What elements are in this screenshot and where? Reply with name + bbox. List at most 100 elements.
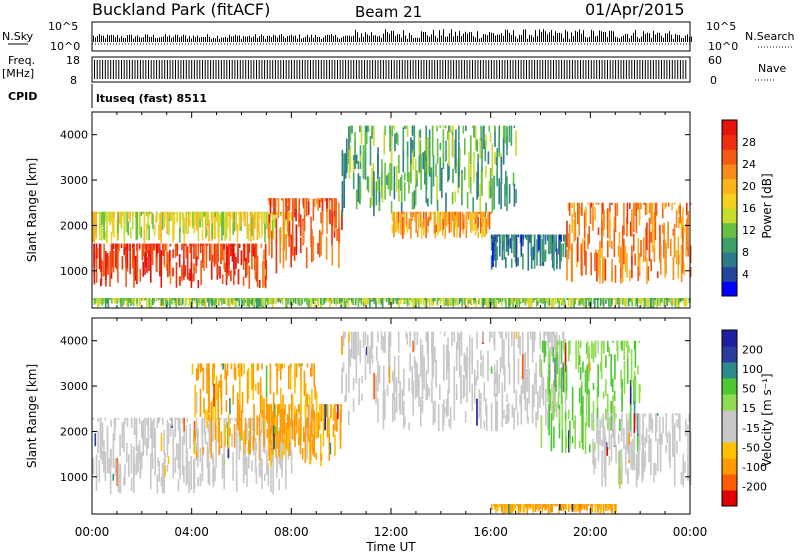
velocity-mark [246, 370, 249, 404]
velocity-mark [164, 453, 166, 463]
nsky-bar [485, 34, 486, 42]
power-mark [577, 298, 580, 306]
velocity-mark [206, 367, 208, 394]
power-mark [664, 239, 666, 266]
velocity-mark [560, 340, 563, 364]
freq-bar [207, 60, 209, 79]
velocity-mark [231, 433, 233, 447]
power-mark [601, 298, 603, 304]
power-mark [210, 261, 213, 280]
nsky-bar [373, 35, 374, 42]
velocity-mark [288, 427, 291, 443]
nsky-bar [619, 38, 620, 42]
velocity-mark [511, 331, 513, 347]
power-mark [231, 211, 234, 214]
freq-bar [291, 60, 293, 79]
nsky-bar [523, 29, 524, 42]
power-mark [502, 241, 504, 251]
power-mark [242, 243, 245, 270]
power-mark [131, 298, 134, 304]
power-mark [367, 125, 370, 133]
power-mark [536, 298, 538, 307]
nsky-bar [121, 36, 122, 42]
velocity-mark [212, 367, 214, 386]
power-mark [179, 224, 181, 243]
power-mark [387, 172, 390, 190]
velocity-mark [273, 404, 275, 434]
power-mark [564, 234, 567, 251]
power-mark [411, 211, 413, 222]
power-mark [531, 299, 533, 307]
velocity-mark [307, 422, 310, 442]
power-mark [493, 298, 495, 308]
power-mark [317, 298, 319, 307]
velocity-mark [267, 404, 269, 424]
velocity-mark [268, 430, 270, 457]
power-mark [300, 214, 302, 237]
power-mark [171, 298, 173, 305]
velocity-mark [621, 393, 623, 412]
power-mark [452, 134, 454, 158]
power-mark [285, 198, 287, 220]
nsky-bar [393, 30, 394, 42]
velocity-mark [480, 393, 482, 429]
power-mark [408, 298, 411, 306]
power-mark [355, 154, 358, 164]
nsky-bar [457, 35, 458, 42]
power-mark [643, 298, 646, 300]
power-mark [410, 211, 412, 218]
power-mark [506, 298, 508, 300]
nsky-bar [617, 37, 618, 42]
power-mark [484, 140, 487, 162]
velocity-mark [341, 367, 343, 394]
power-mark [277, 298, 279, 303]
power-mark [392, 298, 395, 300]
power-mark [126, 243, 129, 268]
power-mark [110, 211, 113, 223]
velocity-mark [138, 442, 141, 452]
velocity-mark [589, 444, 591, 453]
velocity-mark [420, 338, 422, 377]
power-mark [312, 298, 315, 304]
power-mark [197, 243, 200, 260]
velocity-mark [602, 413, 605, 446]
velocity-mark [243, 363, 245, 375]
freq-bar [671, 60, 673, 79]
power-mark [269, 211, 272, 218]
power-mark [225, 212, 228, 239]
power-mark [238, 243, 241, 248]
nsky-bar [505, 29, 506, 42]
velocity-mark [495, 504, 497, 513]
nsky-bar [675, 34, 676, 42]
power-mark [476, 171, 478, 200]
velocity-mark [348, 331, 351, 342]
power-mark [538, 234, 540, 251]
nsky-bar [655, 34, 656, 42]
velocity-mark [532, 504, 534, 512]
velocity-mark [517, 504, 520, 514]
velocity-mark [237, 400, 240, 430]
velocity-mark [628, 445, 630, 460]
power-mark [156, 243, 158, 265]
power-mark [277, 198, 280, 219]
power-mark [568, 298, 571, 300]
power-mark [661, 298, 663, 304]
nsky-bar [227, 37, 228, 42]
nsky-bar [97, 35, 98, 42]
velocity-mark [409, 331, 411, 348]
power-mark [531, 298, 533, 300]
power-mark [455, 129, 457, 167]
power-mark [133, 243, 135, 261]
velocity-mark [336, 404, 338, 407]
velocity-mark [289, 363, 292, 390]
velocity-mark [177, 443, 180, 469]
power-mark [125, 250, 127, 288]
power-mark [638, 218, 641, 226]
velocity-mark [225, 400, 228, 413]
velocity-colorbar-tick-label: 50 [742, 383, 756, 396]
nsky-bar [653, 30, 654, 42]
velocity-mark [325, 404, 328, 417]
nsky-bar [601, 31, 602, 42]
nsky-bar [633, 32, 634, 42]
power-mark [649, 298, 652, 308]
